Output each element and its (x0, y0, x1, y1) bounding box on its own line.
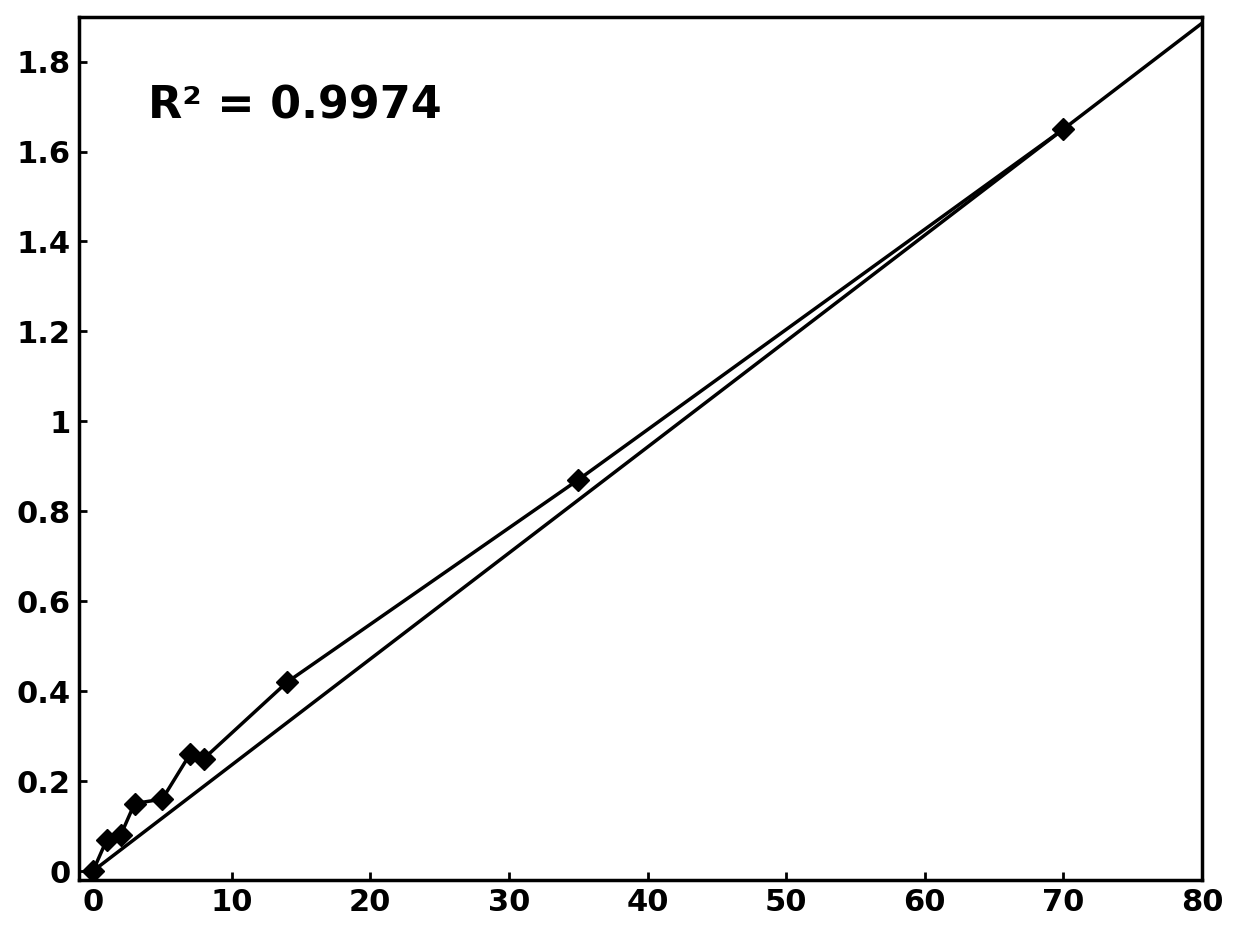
Text: R² = 0.9974: R² = 0.9974 (149, 84, 443, 127)
